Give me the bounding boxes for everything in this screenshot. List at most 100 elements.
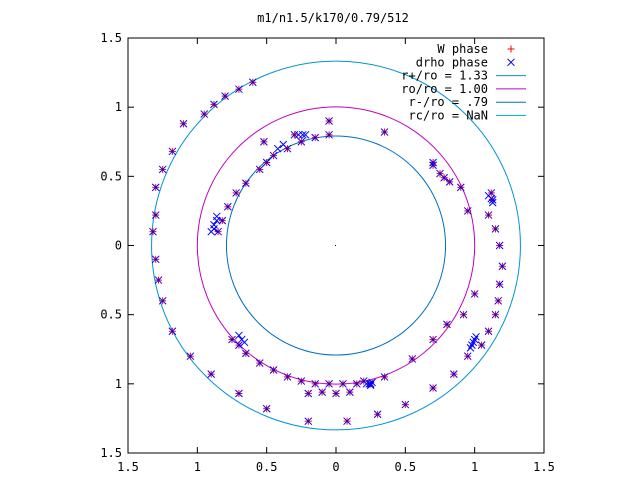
cross-stroke bbox=[279, 140, 288, 149]
drho-phase-point bbox=[207, 370, 216, 379]
cross-stroke bbox=[269, 366, 278, 374]
cross-stroke bbox=[221, 92, 229, 100]
x-tick-label: 0.5 bbox=[394, 460, 416, 474]
drho-phase-point bbox=[210, 220, 218, 229]
cross-stroke bbox=[491, 225, 500, 233]
drho-phase-point bbox=[429, 161, 437, 170]
cross-stroke bbox=[240, 338, 249, 347]
cross-stroke bbox=[429, 158, 437, 167]
drho-phase-point bbox=[242, 179, 250, 188]
cross-stroke bbox=[232, 189, 241, 197]
data-points bbox=[149, 78, 507, 426]
cross-stroke bbox=[494, 296, 503, 305]
x-tick-label: 1 bbox=[471, 460, 478, 474]
drho-phase-point bbox=[223, 202, 232, 211]
cross-stroke bbox=[269, 151, 278, 160]
legend-item: rc/ro = NaN bbox=[409, 109, 526, 123]
cross-stroke bbox=[463, 207, 472, 215]
cross-stroke bbox=[495, 241, 504, 250]
cross-stroke bbox=[362, 379, 371, 388]
y-tick-label: 0.5 bbox=[100, 308, 122, 322]
drho-phase-point bbox=[304, 417, 313, 426]
x-tick-label: 1 bbox=[194, 460, 201, 474]
drho-phase-point bbox=[459, 310, 468, 319]
cross-stroke bbox=[235, 331, 243, 340]
drho-phase-point bbox=[352, 379, 361, 388]
cross-stroke bbox=[283, 144, 292, 153]
cross-stroke bbox=[297, 377, 306, 385]
cross-stroke bbox=[445, 178, 454, 186]
axis-ticks: 1.5 1 0.5 0 0.5 1 1.51.510.500.511.5 bbox=[100, 31, 555, 474]
cross-stroke bbox=[436, 169, 444, 178]
drho-phase-point bbox=[297, 377, 306, 385]
cross-stroke bbox=[186, 352, 195, 361]
cross-stroke bbox=[242, 349, 250, 358]
drho-phase-point bbox=[332, 389, 340, 398]
drho-phase-point bbox=[491, 225, 500, 233]
drho-phase-point bbox=[466, 344, 475, 352]
drho-phase-point bbox=[240, 338, 249, 347]
cross-stroke bbox=[214, 227, 222, 236]
cross-stroke bbox=[283, 373, 292, 381]
cross-stroke bbox=[491, 310, 500, 319]
cross-stroke bbox=[487, 194, 496, 203]
cross-stroke bbox=[463, 352, 472, 361]
drho-phase-point bbox=[262, 404, 271, 413]
radius-circle bbox=[196, 106, 476, 385]
radius-circle bbox=[225, 135, 447, 356]
drho-phase-point bbox=[235, 85, 243, 94]
drho-phase-point bbox=[494, 296, 503, 305]
legend-item: drho phase bbox=[416, 55, 515, 69]
drho-phase-point bbox=[232, 189, 241, 197]
cross-stroke bbox=[242, 179, 250, 188]
drho-phase-point bbox=[495, 241, 504, 250]
drho-phase-point bbox=[456, 183, 465, 192]
drho-phase-point bbox=[151, 183, 160, 192]
legend-label: ro/ro = 1.00 bbox=[401, 82, 488, 96]
drho-phase-point bbox=[346, 388, 354, 396]
legend-label: W phase bbox=[437, 42, 488, 56]
legend-item: r+/ro = 1.33 bbox=[401, 69, 526, 83]
drho-phase-point bbox=[279, 140, 288, 149]
drho-phase-point bbox=[149, 227, 157, 236]
drho-phase-point bbox=[429, 384, 437, 392]
drho-phase-point bbox=[255, 165, 264, 174]
drho-phase-point bbox=[210, 225, 218, 233]
drho-phase-point bbox=[262, 158, 271, 167]
y-tick-label: 0 bbox=[115, 239, 122, 253]
cross-stroke bbox=[343, 417, 351, 426]
drho-phase-point bbox=[463, 352, 472, 361]
drho-phase-point bbox=[311, 379, 320, 388]
cross-stroke bbox=[223, 202, 232, 211]
drho-phase-point bbox=[380, 128, 389, 136]
y-tick-label: 1.5 bbox=[100, 31, 122, 45]
cross-stroke bbox=[151, 183, 160, 192]
drho-phase-point bbox=[343, 417, 351, 426]
cross-stroke bbox=[301, 130, 310, 139]
y-tick-label: 1 bbox=[115, 100, 122, 114]
cross-stroke bbox=[149, 227, 157, 236]
cross-stroke bbox=[507, 58, 515, 67]
drho-phase-point bbox=[495, 280, 504, 289]
cross-stroke bbox=[339, 379, 347, 388]
cross-stroke bbox=[380, 373, 389, 381]
drho-phase-point bbox=[401, 400, 410, 409]
legend-label: drho phase bbox=[416, 55, 488, 69]
drho-phase-point bbox=[168, 327, 177, 336]
cross-stroke bbox=[151, 211, 160, 219]
drho-phase-point bbox=[491, 310, 500, 319]
drho-phase-point bbox=[269, 366, 278, 374]
cross-stroke bbox=[429, 161, 437, 170]
drho-phase-point bbox=[463, 207, 472, 215]
cross-stroke bbox=[212, 212, 221, 221]
chart-title: m1/n1.5/k170/0.79/512 bbox=[257, 11, 409, 25]
cross-stroke bbox=[210, 220, 218, 229]
cross-stroke bbox=[235, 341, 243, 349]
y-tick-label: 1.5 bbox=[100, 446, 122, 460]
cross-stroke bbox=[472, 332, 480, 341]
cross-stroke bbox=[325, 117, 333, 125]
cross-stroke bbox=[262, 158, 271, 167]
cross-stroke bbox=[484, 327, 493, 336]
drho-phase-point bbox=[151, 211, 160, 219]
